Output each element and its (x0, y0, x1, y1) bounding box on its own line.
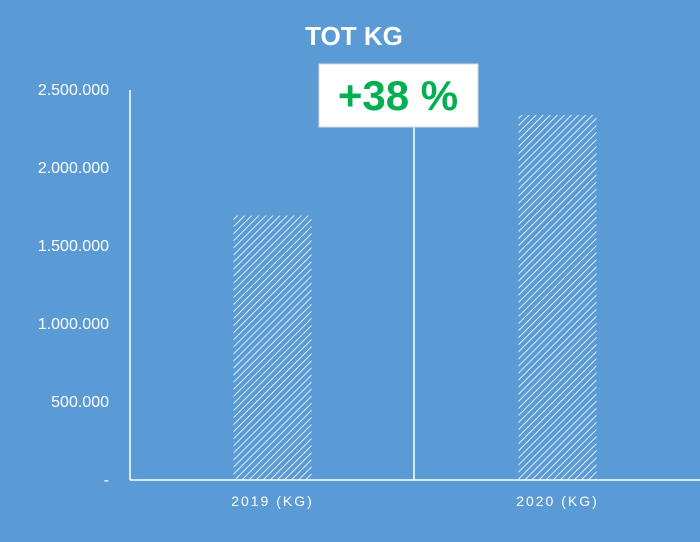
chart-title: TOT KG (305, 21, 403, 51)
x-tick-label: 2019 (KG) (231, 493, 314, 509)
bar (233, 215, 312, 480)
percent-change-callout: +38 % (318, 63, 479, 128)
y-tick-label: - (104, 472, 109, 489)
y-axis-tick-labels: - 500.000 1.000.000 1.500.000 2.000.000 2.500… (38, 82, 109, 489)
y-tick-label: 1.000.000 (38, 316, 109, 333)
callout-box (318, 63, 479, 128)
bar (518, 114, 597, 481)
y-tick-label: 1.500.000 (38, 238, 109, 255)
x-tick-label: 2020 (KG) (516, 493, 599, 509)
callout-text: +38 % (338, 72, 458, 119)
y-tick-label: 500.000 (51, 394, 109, 411)
y-tick-label: 2.000.000 (38, 160, 109, 177)
bars (233, 114, 597, 481)
y-tick-label: 2.500.000 (38, 82, 109, 99)
x-axis-tick-labels: 2019 (KG) 2020 (KG) (231, 493, 599, 509)
